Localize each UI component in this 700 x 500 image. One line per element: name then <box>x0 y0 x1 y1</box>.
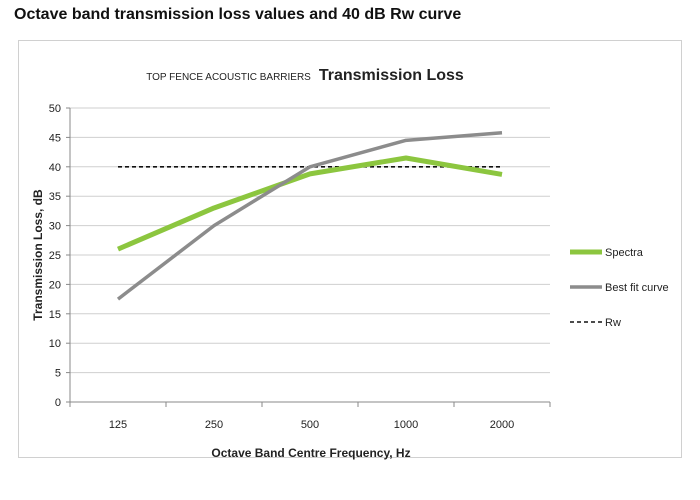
y-tick-label: 0 <box>55 397 61 409</box>
series-layer <box>116 130 503 301</box>
y-tick-label: 25 <box>49 250 61 262</box>
y-tick-label: 5 <box>55 368 61 380</box>
y-axis-label: Transmission Loss, dB <box>31 189 45 321</box>
x-tick-label: 125 <box>109 419 127 431</box>
y-tick-label: 20 <box>49 279 61 291</box>
y-tick-label: 35 <box>49 191 61 203</box>
x-tick-label: 1000 <box>394 419 418 431</box>
axis-layer: 0 5 10 15 20 25 30 35 40 45 50 125 250 500 1000 2000 <box>49 103 551 431</box>
series-line-spectra <box>117 155 503 252</box>
series-line-best-fit-curve <box>116 130 503 301</box>
y-tick-label: 40 <box>49 162 61 174</box>
y-tick-label: 15 <box>49 309 61 321</box>
chart-title-prefix: TOP FENCE ACOUSTIC BARRIERS <box>146 72 311 83</box>
y-tick-label: 30 <box>49 221 61 233</box>
legend-label: Spectra <box>605 247 644 259</box>
x-axis-label: Octave Band Centre Frequency, Hz <box>211 446 410 460</box>
x-tick-label: 2000 <box>490 419 514 431</box>
y-tick-label: 45 <box>49 132 61 144</box>
x-tick-label: 500 <box>301 419 319 431</box>
legend-label: Best fit curve <box>605 282 669 294</box>
y-tick-label: 50 <box>49 103 61 115</box>
legend-label: Rw <box>605 317 621 329</box>
legend: Spectra Best fit curve Rw <box>570 247 669 329</box>
chart-frame <box>18 40 682 458</box>
y-tick-label: 10 <box>49 338 61 350</box>
page-title: Octave band transmission loss values and… <box>14 6 462 23</box>
chart-title: Transmission Loss <box>319 67 464 84</box>
x-tick-label: 250 <box>205 419 223 431</box>
